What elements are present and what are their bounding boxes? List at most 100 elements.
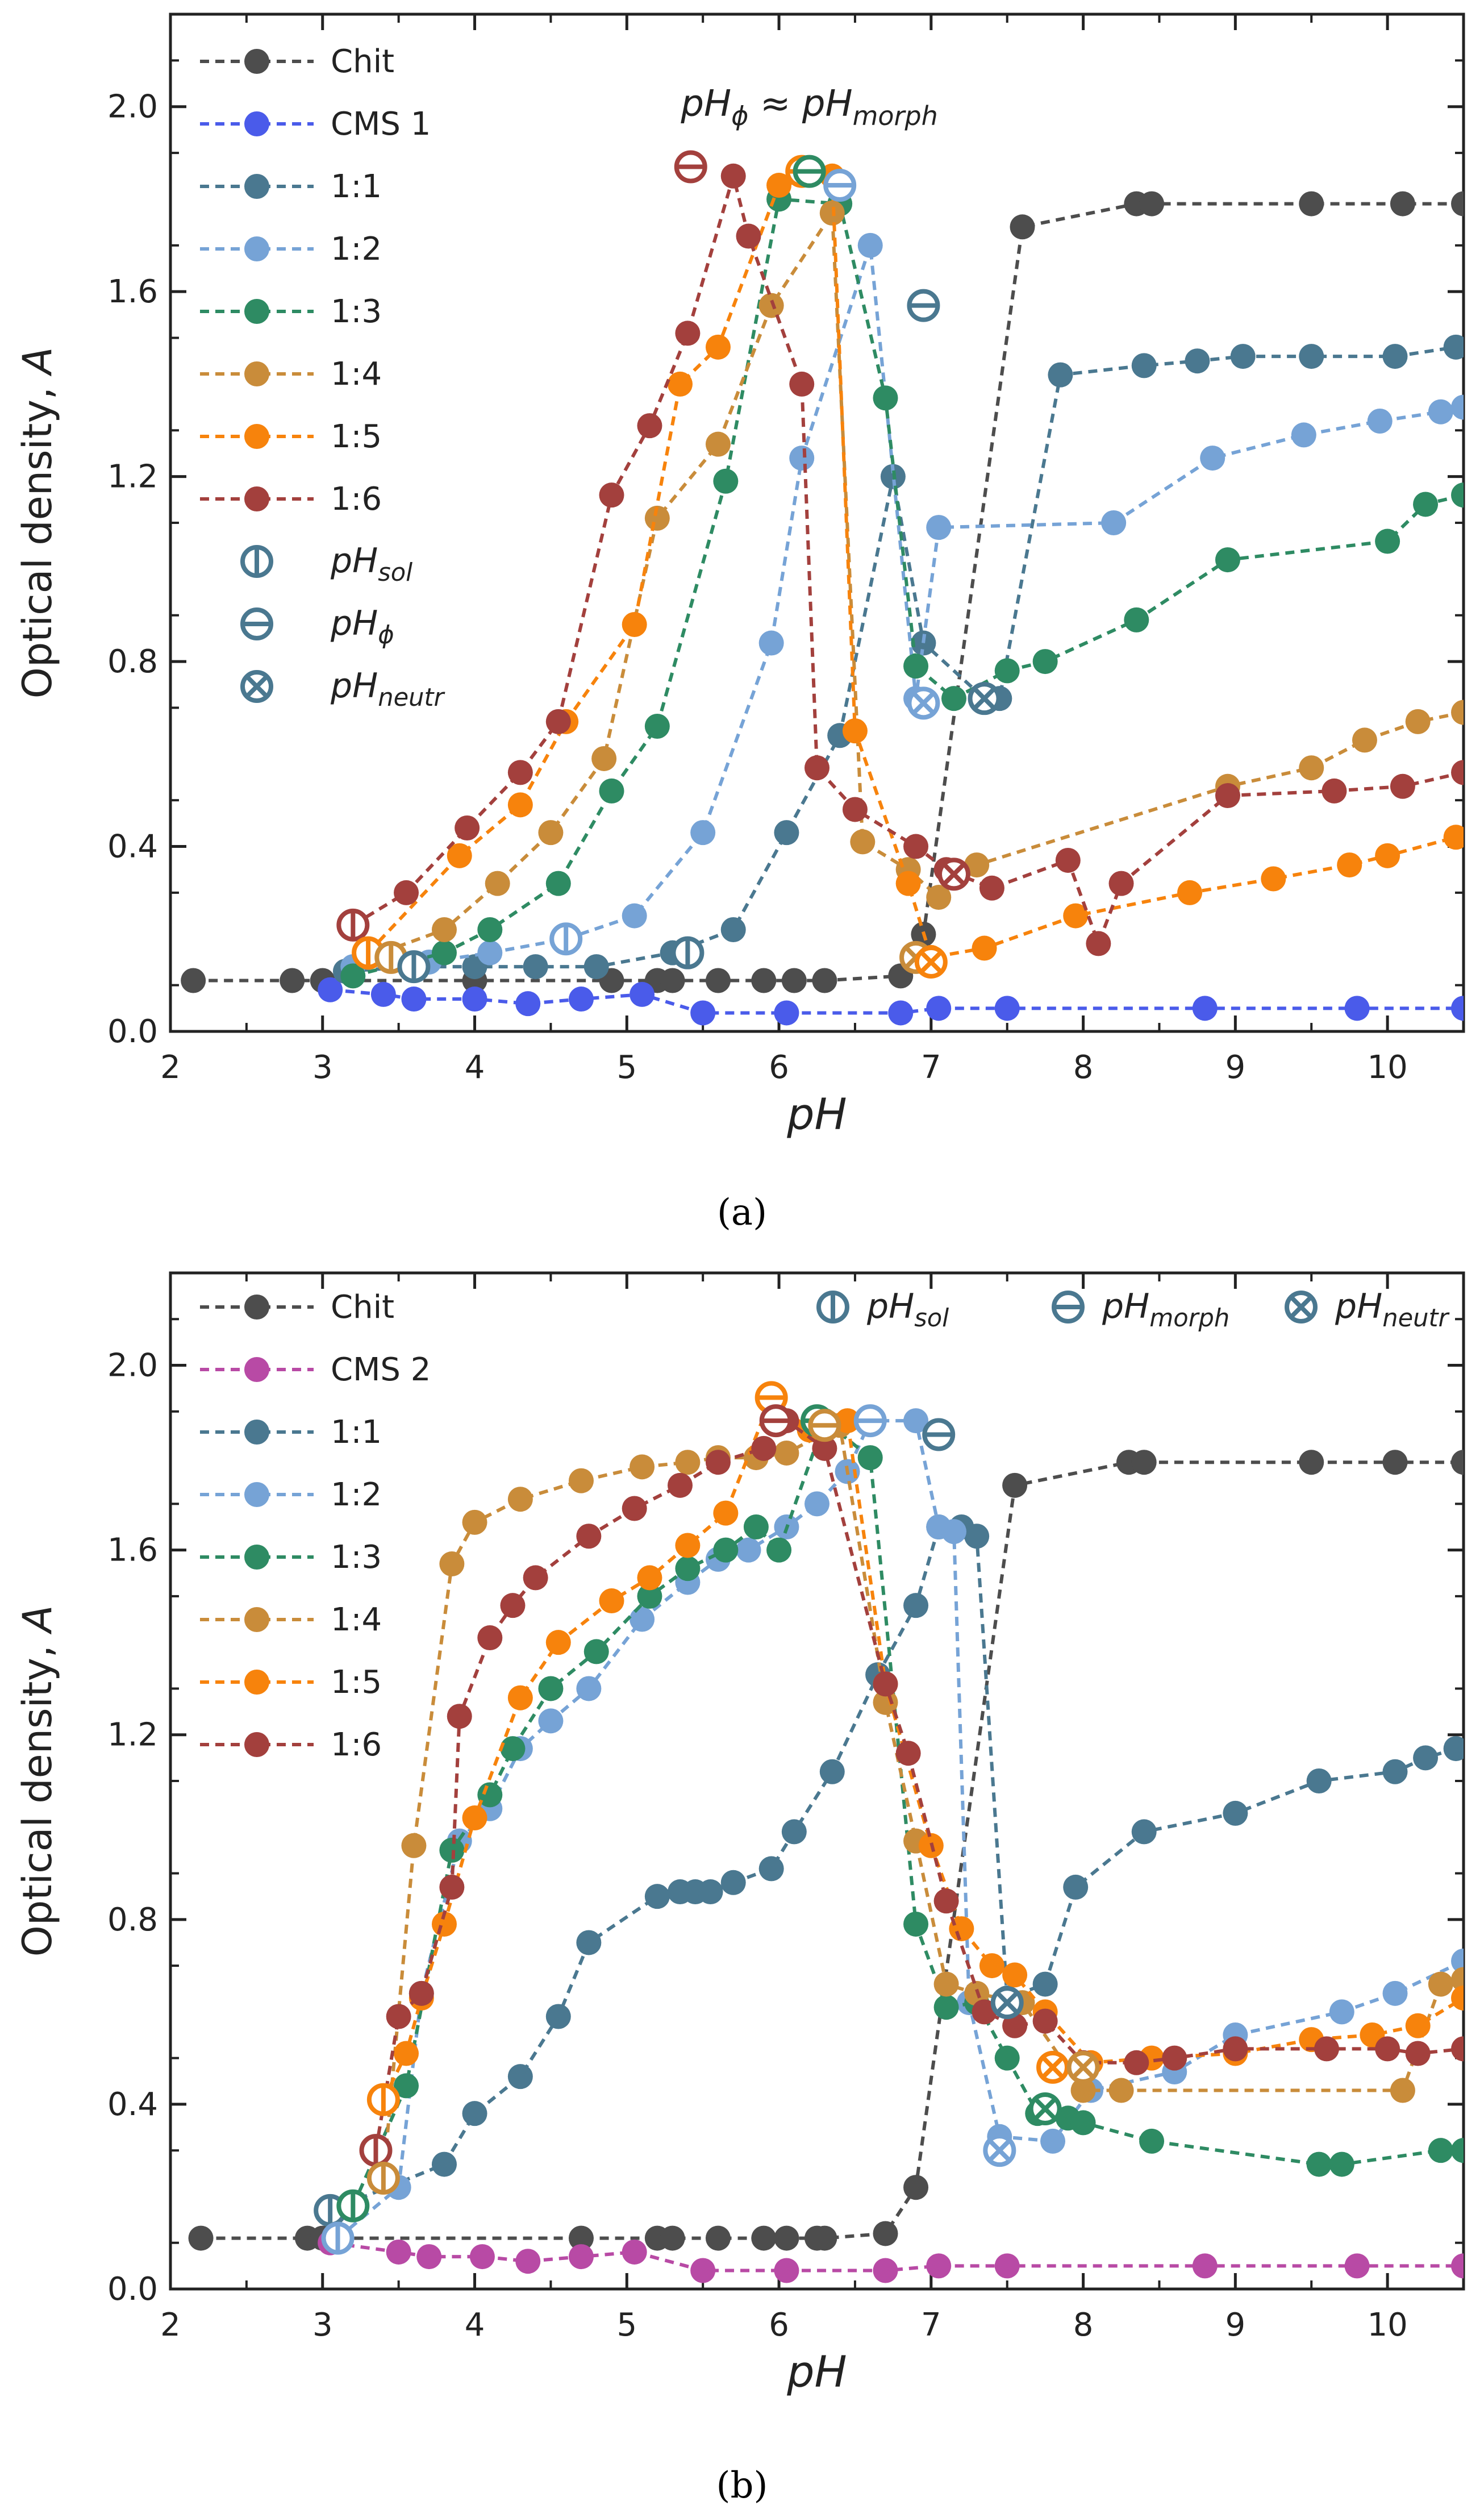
panel-a-series-1-5-point [622,612,647,637]
panel-a-xtick-label-4: 4 [465,1049,485,1086]
panel-b-marker-neutr [1036,2050,1070,2084]
panel-a-data-area [181,150,1464,1026]
panel-a-series-cms-1-point [630,981,655,1007]
panel-a-legend-dot-1-2 [244,236,269,261]
panel-a-series-1-4-point [1299,755,1324,781]
panel-a-series-cms-1-point [690,1000,716,1026]
panel-b-marker-neutr [1028,2092,1062,2126]
panel-b-series-1-1-point [431,2151,457,2177]
panel-b-series-1-6-point [1162,2045,1187,2071]
panel-a-annotation: pHϕ ≈ pHmorph [680,83,937,131]
panel-a-series-1-6-point [903,834,929,859]
panel-b-series-cms-2-point [469,2244,495,2270]
panel-a-legend-dot-1-6 [244,486,269,511]
panel-a-series-cms-1-point [318,977,343,1002]
panel-a-series-1-6-point [804,755,829,781]
panel-b-legend-dot-1-6 [244,1732,269,1757]
panel-a-series-1-2-point [926,515,952,540]
panel-b-legend-entry-phi: pHmorph [1052,1287,1229,1333]
panel-b-series-chit-point [1299,1450,1324,1475]
panel-a-xtick-label-9: 9 [1225,1049,1246,1086]
panel-a-legend-label-1-1: 1:1 [331,168,382,205]
panel-b-series-1-2-point [576,1676,602,1701]
panel-a-series-chit-point [751,968,777,993]
panel-a-legend-label-1-5: 1:5 [331,418,382,455]
panel-b-marker-sol [359,2134,393,2167]
panel-a-xtick-label-8: 8 [1073,1049,1094,1086]
panel-a-series-1-4-point [1451,700,1464,725]
panel-b-series-1-1-point [758,1856,784,1882]
panel-b-legend-label-phi-sub: morph [1149,1304,1229,1333]
panel-b-series-1-6-point [1375,2036,1400,2062]
panel-a-series-1-6-point [675,321,701,346]
panel-a-series-1-5-point [895,871,921,896]
panel-b-series-1-4-point [1428,1971,1453,1997]
panel-a-series-cms-1-point [515,991,541,1017]
panel-b-legend-label-neutr-sub: neutr [1382,1304,1449,1333]
panel-b-series-1-6-point [576,1524,602,1549]
panel-b-series-1-6-point [972,1999,997,2025]
panel-a-series-1-6-point [1215,783,1240,809]
panel-a-marker-phi [793,155,826,188]
panel-a-legend-dot-1-1 [244,174,269,199]
panel-a-series-1-6-point [507,760,533,785]
panel-b-series-1-6-point [1451,2036,1464,2062]
panel-b-series-1-3-point [675,1556,701,1581]
panel-a-series-cms-1-point [774,1000,799,1026]
panel-b-ytick-label-0-8: 0.8 [107,1901,158,1938]
panel-a-series-cms-1-point [994,996,1020,1021]
panel-b-series-1-4-point [1070,2078,1096,2103]
panel-a-legend-dot-1-3 [244,299,269,324]
panel-a-annotation-base1: pH [680,83,731,125]
panel-a-legend-marker-phi [240,607,273,640]
panel-b-marker-phi [922,1418,956,1451]
panel-a-xtick-label-7: 7 [921,1049,941,1086]
panel-b-xtick-label-6: 6 [769,2307,789,2344]
panel-b-series-1-3-point [477,1782,503,1808]
panel-a-series-1-1-point [1382,344,1408,369]
panel-b-series-1-4-point [675,1450,701,1475]
panel-b-series-1-5-point [462,1805,487,1831]
panel-a-series-1-3-point [994,658,1020,684]
panel-a-marker-phi [674,150,707,184]
panel-b-series-cms-2-point [1451,2253,1464,2279]
panel-b-series-1-1-point [819,1759,845,1784]
panel-b-series-1-4-point [933,1971,959,1997]
panel-b-series-1-5-point [713,1500,739,1526]
panel-a-series-cms-1-point [888,1000,914,1026]
panel-b-series-1-5-point [637,1565,662,1591]
panel-b-series-1-1-point [1443,1736,1464,1762]
panel-b-series-cms-2-point [416,2244,442,2270]
panel-a-legend-label-phi-sub: ϕ [378,621,394,650]
panel-a-series-1-4-point [1405,709,1431,734]
panel-a-series-chit-point [812,968,837,993]
panel-b-series-1-1-point [462,2101,487,2126]
panel-b-series-1-2-point [1040,2128,1066,2154]
panel-a-series-1-6-point [545,709,571,734]
panel-b-series-1-1-point [644,1884,670,1909]
panel-b-xtick-label-5: 5 [616,2307,637,2344]
panel-b-legend-dot-1-1 [244,1420,269,1445]
panel-a-series-1-6-point [1086,931,1111,956]
panel-b-series-1-1-point [545,2004,571,2029]
panel-a-series-1-4-point [964,852,990,878]
panel-b-series-chit-point [751,2225,777,2251]
panel-b-marker-sol [336,2189,370,2223]
panel-b-legend-label-chit: Chit [331,1289,394,1326]
panel-b-x-axis-label: pH [786,2346,847,2397]
panel-b-series-1-3-point [637,1583,662,1609]
panel-a-marker-neutr [937,858,970,891]
panel-b-series-1-6-point [895,1741,921,1766]
panel-b-series-1-2-point [941,1519,966,1545]
panel-b-series-1-5 [370,1385,1464,2112]
panel-a-series-1-5-point [766,173,792,198]
panel-a-ytick-label-1-2: 1.2 [107,459,158,496]
panel-b-series-1-3-point [933,1995,959,2020]
panel-b-series-1-2-point [903,1408,929,1434]
panel-a-annotation-approx: ≈ [749,83,802,125]
panel-b-legend-dot-cms-2 [244,1357,269,1382]
panel-a-legend-entry-chit: Chit [200,43,394,80]
panel-b-marker-phi [759,1404,793,1438]
panel-a-series-1-4-point [485,871,510,896]
